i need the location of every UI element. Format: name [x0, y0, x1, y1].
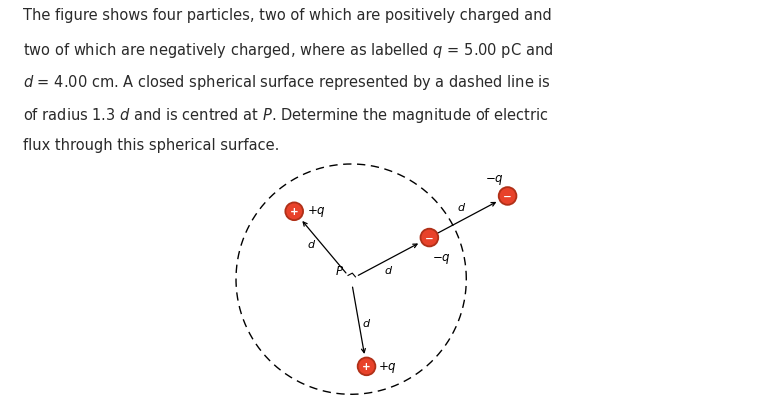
Text: $d$ = 4.00 cm. A closed spherical surface represented by a dashed line is: $d$ = 4.00 cm. A closed spherical surfac… — [23, 73, 551, 92]
Text: $d$: $d$ — [456, 200, 466, 213]
Text: $d$: $d$ — [384, 263, 393, 275]
Text: $P$: $P$ — [335, 265, 344, 278]
Text: $+q$: $+q$ — [307, 203, 326, 218]
Text: −: − — [503, 192, 512, 201]
Text: The figure shows four particles, two of which are positively charged and: The figure shows four particles, two of … — [23, 8, 552, 23]
Text: $-q$: $-q$ — [485, 173, 504, 187]
Text: $d$: $d$ — [307, 238, 315, 250]
Text: $-q$: $-q$ — [432, 251, 451, 265]
Circle shape — [358, 358, 375, 375]
Circle shape — [285, 203, 303, 221]
Text: −: − — [425, 233, 434, 243]
Text: of radius 1.3 $d$ and is centred at $P$. Determine the magnitude of electric: of radius 1.3 $d$ and is centred at $P$.… — [23, 105, 549, 124]
Text: flux through this spherical surface.: flux through this spherical surface. — [23, 138, 280, 153]
Text: +: + — [362, 362, 371, 371]
Circle shape — [421, 229, 439, 247]
Text: +: + — [290, 207, 298, 217]
Circle shape — [499, 188, 516, 205]
Text: two of which are negatively charged, where as labelled $q$ = 5.00 pC and: two of which are negatively charged, whe… — [23, 40, 553, 60]
Text: $+q$: $+q$ — [378, 359, 397, 374]
Text: $d$: $d$ — [362, 316, 372, 328]
